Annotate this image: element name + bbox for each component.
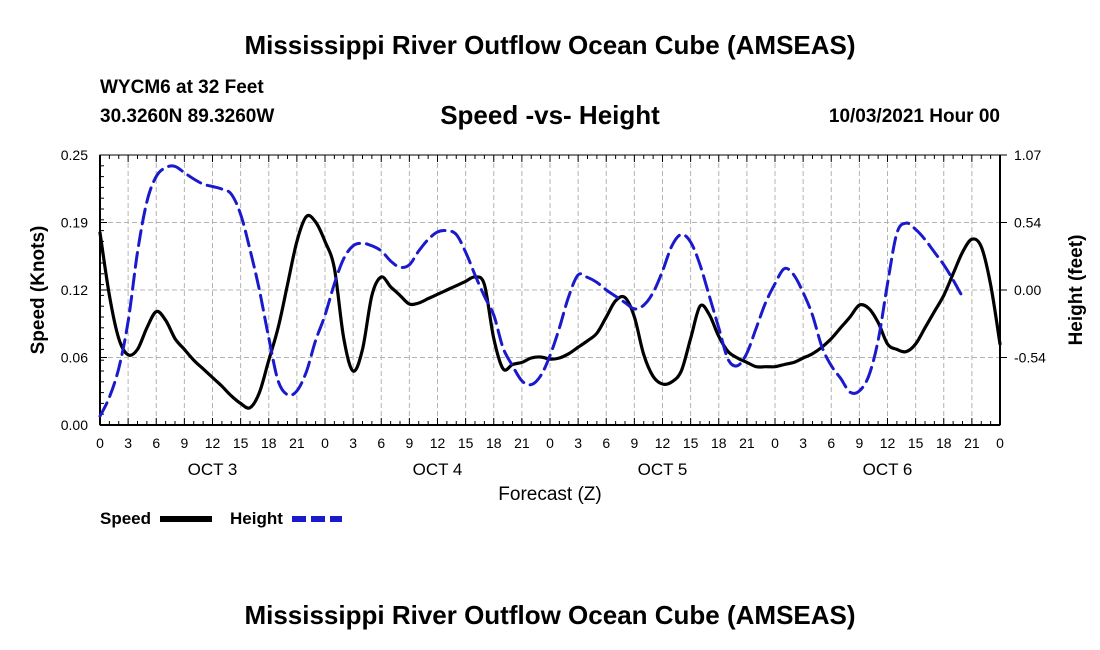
y-left-tick-label: 0.19 — [61, 215, 88, 231]
x-axis-label: Forecast (Z) — [498, 484, 601, 505]
x-tick-label: 9 — [855, 435, 863, 451]
x-tick-label: 3 — [349, 435, 357, 451]
x-tick-label: 18 — [711, 435, 727, 451]
station-label: WYCM6 at 32 Feet — [100, 77, 264, 98]
height-series-line — [98, 164, 964, 418]
x-tick-label: 18 — [486, 435, 502, 451]
y-right-tick-label: 0.00 — [1014, 282, 1041, 298]
x-tick-label: 9 — [630, 435, 638, 451]
y-left-tick-label: 0.06 — [61, 350, 88, 366]
x-tick-label: 12 — [655, 435, 671, 451]
x-tick-label: 0 — [996, 435, 1004, 451]
x-tick-label: 15 — [908, 435, 924, 451]
legend-height-label: Height — [230, 509, 283, 528]
day-label: OCT 5 — [638, 460, 688, 479]
x-tick-label: 18 — [936, 435, 952, 451]
x-tick-label: 18 — [261, 435, 277, 451]
y-left-tick-label: 0.12 — [61, 282, 88, 298]
x-tick-label: 6 — [602, 435, 610, 451]
location-label: 30.3260N 89.3260W — [100, 106, 275, 127]
x-tick-label: 6 — [152, 435, 160, 451]
chart-title-top: Mississippi River Outflow Ocean Cube (AM… — [244, 30, 856, 60]
y-right-axis-label: Height (feet) — [1066, 235, 1087, 346]
y-left-tick-label: 0.25 — [61, 147, 88, 163]
series-layer — [98, 164, 1002, 418]
x-tick-label: 9 — [180, 435, 188, 451]
x-tick-label: 15 — [458, 435, 474, 451]
x-tick-label: 0 — [321, 435, 329, 451]
x-tick-label: 21 — [739, 435, 755, 451]
chart-subtitle: Speed -vs- Height — [440, 100, 660, 130]
x-tick-label: 15 — [233, 435, 249, 451]
forecast-datetime: 10/03/2021 Hour 00 — [828, 106, 1000, 127]
x-tick-label: 15 — [683, 435, 699, 451]
x-tick-label: 21 — [289, 435, 305, 451]
day-label: OCT 3 — [188, 460, 238, 479]
y-right-tick-label: 1.07 — [1014, 147, 1041, 163]
day-label: OCT 4 — [413, 460, 463, 479]
grid-layer — [100, 155, 1000, 425]
speed-height-chart: 0 3 6 9 12 15 18 21 0 3 6 9 12 15 18 21 0 3 6 9 12 15 18 21 0 3 6 9… — [28, 147, 1087, 505]
x-tick-label: 12 — [880, 435, 896, 451]
chart-title-bottom: Mississippi River Outflow Ocean Cube (AM… — [244, 600, 856, 630]
x-tick-label: 21 — [514, 435, 530, 451]
x-tick-label: 21 — [964, 435, 980, 451]
y-right-tick-label: -0.54 — [1014, 350, 1046, 366]
x-tick-label: 9 — [405, 435, 413, 451]
x-tick-label: 6 — [377, 435, 385, 451]
legend-speed-swatch — [160, 516, 212, 522]
y-left-axis-label: Speed (Knots) — [28, 226, 49, 355]
x-tick-label: 0 — [96, 435, 104, 451]
x-tick-label: 0 — [546, 435, 554, 451]
legend-speed-label: Speed — [100, 509, 152, 528]
x-tick-label: 12 — [430, 435, 446, 451]
day-label: OCT 6 — [863, 460, 913, 479]
y-right-tick-label: 0.54 — [1014, 215, 1041, 231]
x-tick-label: 3 — [124, 435, 132, 451]
x-tick-label: 12 — [205, 435, 221, 451]
legend-height-swatch — [292, 516, 342, 522]
labels-layer: 0 3 6 9 12 15 18 21 0 3 6 9 12 15 18 21 0 3 6 9 12 15 18 21 0 3 6 9… — [28, 147, 1087, 505]
y-left-tick-label: 0.00 — [61, 417, 88, 433]
x-tick-label: 3 — [574, 435, 582, 451]
x-tick-label: 0 — [771, 435, 779, 451]
x-tick-label: 6 — [827, 435, 835, 451]
x-tick-label: 3 — [799, 435, 807, 451]
